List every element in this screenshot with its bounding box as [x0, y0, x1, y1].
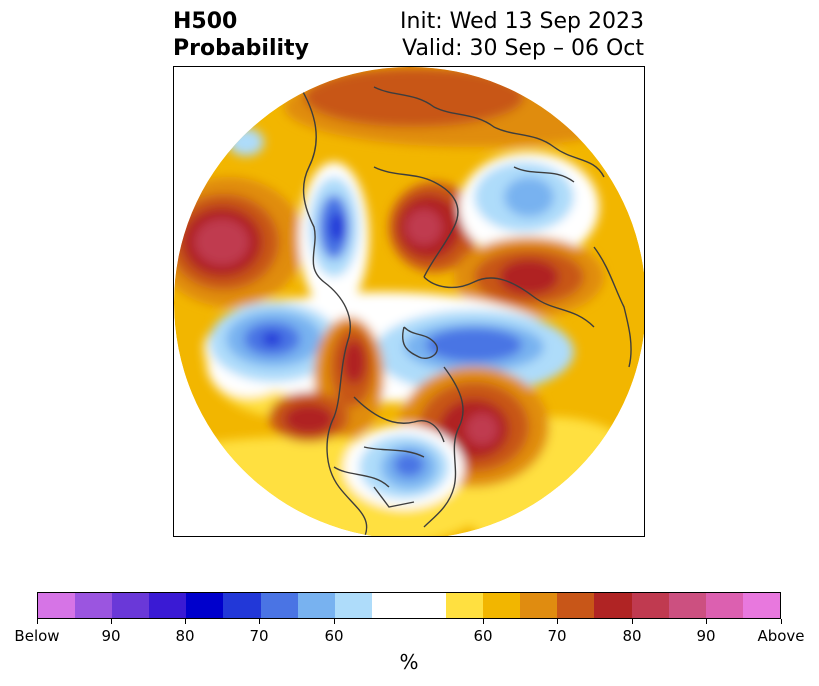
- colorbar-tick: [37, 619, 38, 624]
- colorbar-segment: [705, 593, 743, 618]
- colorbar-tick: [706, 619, 707, 624]
- colorbar-segment: [483, 593, 521, 618]
- colorbar-segment: [371, 593, 447, 618]
- colorbar-tick: [632, 619, 633, 624]
- colorbar-tick: [111, 619, 112, 624]
- colorbar-segment: [594, 593, 632, 618]
- colorbar-tick-label: 90: [696, 627, 716, 645]
- colorbar-segment: [38, 593, 76, 618]
- colorbar-segment: [668, 593, 706, 618]
- colorbar-tick-label: 60: [473, 627, 493, 645]
- colorbar-tick-label: Below: [14, 627, 60, 645]
- colorbar-segment: [260, 593, 298, 618]
- colorbar-tick: [483, 619, 484, 624]
- colorbar-tick: [781, 619, 782, 624]
- colorbar-tick-label: 70: [249, 627, 269, 645]
- colorbar-segment: [112, 593, 150, 618]
- colorbar-tick-label: 70: [547, 627, 567, 645]
- colorbar-tick-label: Above: [757, 627, 805, 645]
- colorbar-tick: [334, 619, 335, 624]
- colorbar-unit: %: [399, 650, 419, 674]
- colorbar-segment: [334, 593, 372, 618]
- colorbar-segment: [297, 593, 335, 618]
- colorbar-segment: [75, 593, 113, 618]
- colorbar-tick-label: 60: [324, 627, 344, 645]
- colorbar-segment: [223, 593, 261, 618]
- map-date-info: Init: Wed 13 Sep 2023 Valid: 30 Sep – 06…: [400, 8, 644, 62]
- colorbar-tick: [185, 619, 186, 624]
- valid-range: Valid: 30 Sep – 06 Oct: [402, 36, 644, 61]
- colorbar-tick-label: 80: [175, 627, 195, 645]
- colorbar-tick: [557, 619, 558, 624]
- colorbar-segment: [149, 593, 187, 618]
- init-date: Init: Wed 13 Sep 2023: [400, 9, 644, 34]
- probability-map: [173, 66, 645, 537]
- title-line-1: H500: [173, 9, 238, 34]
- title-line-2: Probability: [173, 36, 309, 61]
- colorbar-segment: [742, 593, 780, 618]
- colorbar-tick-label: 80: [622, 627, 642, 645]
- colorbar-segment: [446, 593, 484, 618]
- map-canvas: [174, 67, 644, 536]
- colorbar-tick: [259, 619, 260, 624]
- colorbar-tick-label: 90: [101, 627, 121, 645]
- coastlines: [293, 76, 632, 536]
- colorbar-segment: [186, 593, 224, 618]
- colorbar: [37, 592, 781, 619]
- map-title: H500 Probability: [173, 8, 309, 62]
- colorbar-segment: [557, 593, 595, 618]
- colorbar-segment: [520, 593, 558, 618]
- colorbar-segment: [631, 593, 669, 618]
